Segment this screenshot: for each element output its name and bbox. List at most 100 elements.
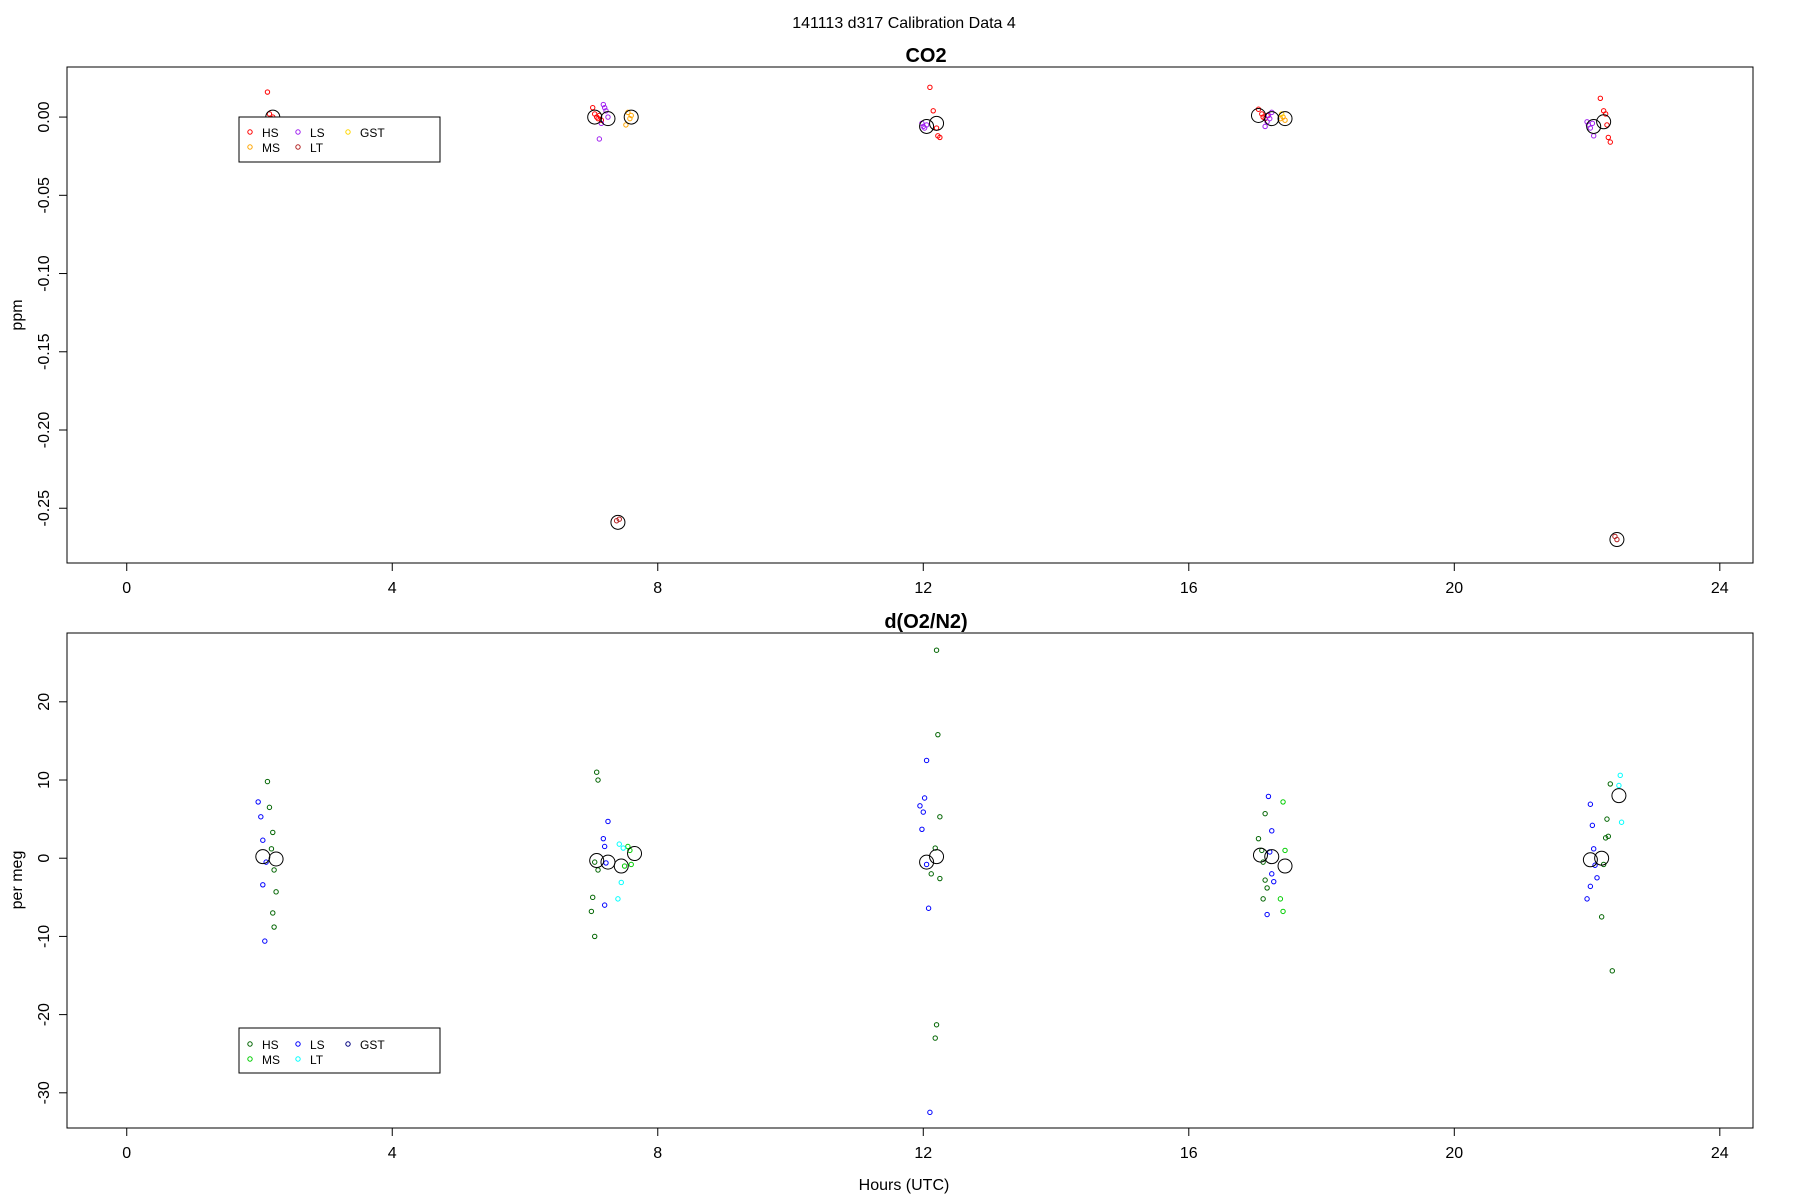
co2-point-hs — [1607, 139, 1613, 145]
o2n2-point-ls — [1592, 862, 1598, 868]
x-axis-label: Hours (UTC) — [859, 1177, 950, 1194]
o2n2-mean-marker — [1594, 850, 1610, 866]
co2-point-ls — [1590, 133, 1597, 139]
o2n2-point-ls — [600, 835, 607, 842]
co2-legend-marker-gst — [345, 129, 351, 135]
co2-point-ls — [1265, 112, 1272, 119]
co2-point-ms — [1282, 117, 1288, 123]
co2-point-hs — [1255, 106, 1262, 112]
o2n2-point-hs — [937, 875, 943, 882]
o2n2-mean-marker — [613, 858, 629, 874]
co2-point-lt — [1614, 536, 1620, 543]
o2n2-point-hs — [1262, 877, 1268, 883]
o2n2-point-hs — [1605, 833, 1611, 840]
co2-mean-marker — [929, 115, 945, 131]
o2n2-mean-marker — [268, 851, 284, 867]
co2-legend-box — [238, 116, 441, 163]
co2-point-hs — [933, 125, 940, 131]
o2n2-panel-title: d(O2/N2) — [884, 611, 967, 633]
o2n2-x-tick-label: 8 — [653, 1145, 662, 1162]
o2n2-point-hs — [1260, 896, 1266, 902]
o2n2-point-ls — [919, 826, 925, 832]
o2n2-point-hs — [595, 777, 601, 783]
o2n2-point-hs — [593, 769, 600, 775]
o2n2-mean-marker — [627, 846, 643, 862]
o2n2-y-axis: 20 10 0 -10 -20 -30 — [36, 693, 68, 1104]
co2-legend-marker-ls — [295, 129, 301, 135]
co2-x-tick-label: 8 — [653, 580, 662, 597]
figure-title: 141113 d317 Calibration Data 4 — [792, 15, 1016, 32]
o2n2-point-ms — [1280, 799, 1286, 805]
o2n2-point-hs — [1602, 835, 1609, 841]
co2-point-ls — [1262, 123, 1268, 130]
o2n2-y-axis-label: per meg — [9, 851, 26, 910]
co2-mean-marker — [600, 111, 616, 127]
o2n2-mean-marker — [1277, 858, 1293, 874]
co2-legend-label-lt: LT — [310, 141, 324, 155]
co2-legend-marker-lt — [295, 144, 301, 150]
co2-point-ls — [1587, 125, 1594, 131]
o2n2-point-hs — [270, 910, 276, 916]
o2n2-x-axis: 0 4 8 12 16 20 24 — [122, 1127, 1729, 1162]
o2n2-mean-marker — [929, 849, 945, 865]
o2n2-point-ls — [1264, 911, 1270, 918]
o2n2-point-ls — [925, 905, 932, 911]
co2-point-ls — [1267, 115, 1273, 122]
o2n2-point-hs — [1600, 861, 1607, 868]
o2n2-legend-marker-ms — [247, 1056, 253, 1062]
co2-point-lt — [616, 516, 622, 522]
o2n2-legend-marker-lt — [295, 1056, 301, 1062]
o2n2-point-hs — [268, 846, 275, 852]
o2n2-point-ls — [1587, 883, 1594, 890]
co2-mean-marker — [1264, 111, 1280, 127]
o2n2-legend-label-ms: MS — [262, 1053, 280, 1067]
o2n2-x-tick-label: 0 — [122, 1145, 131, 1162]
o2n2-point-ls — [1587, 801, 1594, 807]
o2n2-point-ls — [917, 803, 923, 809]
o2n2-point-hs — [928, 871, 934, 877]
co2-point-hs — [1259, 111, 1265, 117]
o2n2-point-ms — [1282, 847, 1288, 854]
co2-x-tick-label: 4 — [388, 580, 397, 597]
co2-mean-marker — [587, 109, 603, 125]
o2n2-point-lt — [1617, 772, 1623, 779]
o2n2-point-hs — [273, 889, 279, 895]
co2-point-hs — [266, 111, 273, 117]
o2n2-y-tick-label: 10 — [36, 771, 53, 789]
co2-point-ls — [603, 108, 609, 114]
o2n2-point-lt — [1616, 782, 1622, 789]
o2n2-point-ls — [260, 882, 266, 888]
co2-point-hs — [1605, 134, 1611, 141]
co2-y-tick-label: -0.10 — [36, 255, 53, 292]
co2-point-ls — [601, 104, 608, 111]
co2-point-hs — [1597, 95, 1604, 101]
co2-x-axis: 0 4 8 12 16 20 24 — [122, 562, 1729, 597]
co2-point-ls — [600, 101, 607, 108]
co2-point-ms — [627, 115, 633, 122]
o2n2-mean-marker — [1611, 788, 1627, 804]
o2n2-point-hs — [588, 908, 595, 915]
co2-panel-title: CO2 — [905, 45, 946, 67]
o2n2-point-ms — [1280, 908, 1286, 915]
o2n2-point-hs — [1607, 781, 1613, 787]
o2n2-point-ls — [260, 837, 266, 843]
co2-point-hs — [927, 84, 933, 91]
o2n2-point-hs — [592, 933, 598, 940]
o2n2-panel: d(O2/N2) per meg 0 4 8 12 16 20 24 20 10 0 -10 -20… — [9, 611, 1754, 1162]
co2-point-ls — [605, 114, 611, 120]
co2-point-ls — [921, 125, 928, 131]
o2n2-legend-label-lt: LT — [310, 1053, 324, 1067]
o2n2-point-lt — [1618, 819, 1625, 825]
o2n2-point-ls — [1271, 878, 1277, 885]
co2-y-tick-label: -0.20 — [36, 412, 53, 449]
co2-mean-marker — [623, 109, 639, 125]
o2n2-point-ls — [603, 860, 609, 866]
co2-points — [264, 84, 1625, 548]
o2n2-legend-box — [238, 1027, 441, 1074]
o2n2-mean-marker — [1264, 849, 1280, 865]
o2n2-legend-label-gst: GST — [360, 1038, 385, 1052]
o2n2-point-hs — [264, 778, 271, 785]
